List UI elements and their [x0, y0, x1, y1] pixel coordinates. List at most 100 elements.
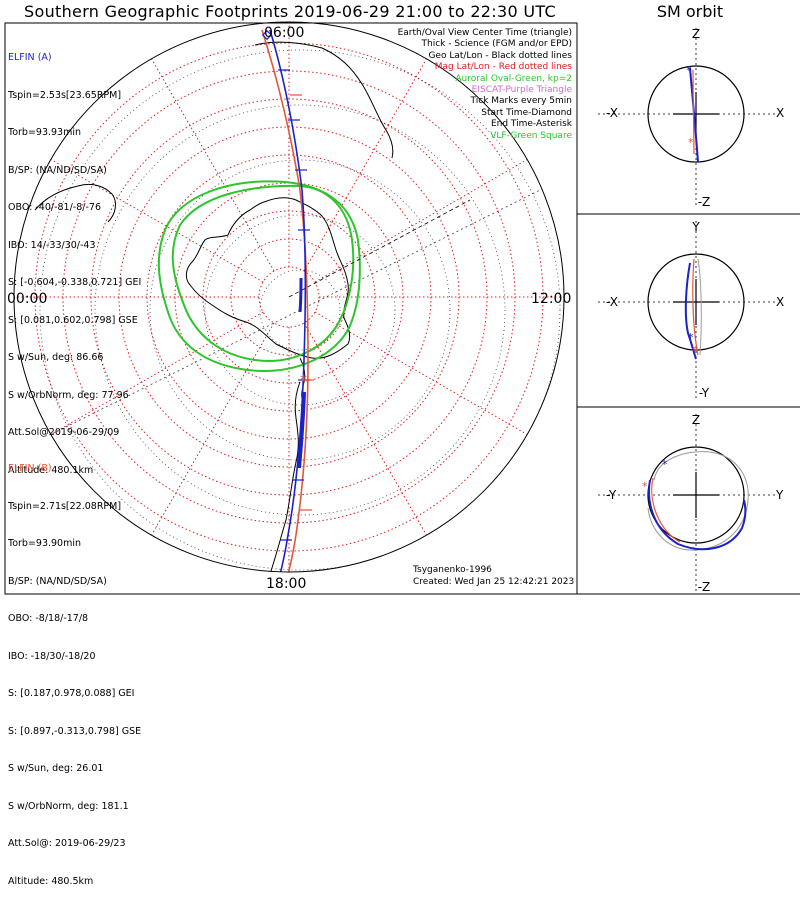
orbit-trace-b	[651, 477, 681, 543]
legend-item: EISCAT-Purple Triangle	[471, 84, 572, 95]
axis-label-bottom: -Y	[699, 386, 710, 400]
orbit-trace-b	[692, 258, 699, 356]
main-map-frame	[4, 22, 578, 595]
geo-lat-circles	[39, 49, 561, 571]
elfin-b-header: ELFIN (B)	[8, 463, 52, 474]
elfin-a-line: Tspin=2.53s[23.65RPM]	[8, 89, 122, 101]
elfin-a-line: Altitude: 480.1km	[8, 464, 94, 476]
trace-tick-marks	[278, 69, 310, 541]
legend-item: VLF-Green Square	[490, 130, 572, 141]
credits: Tsyganenko-1996 Created: Wed Jan 25 12:4…	[413, 564, 574, 588]
elfin-b-info: ELFIN (B) Tspin=2.71s[22.08RPM] Torb=93.…	[8, 438, 141, 901]
elfin-b-end-asterisk: *	[300, 373, 307, 389]
elfin-a-line: Att.Sol@2019-06-29/09	[8, 427, 120, 438]
axis-label-left: -X	[606, 295, 618, 309]
svg-text:*: *	[686, 64, 692, 77]
australia-coast	[34, 183, 116, 223]
elfin-b-line: S: [0.897,-0.313,0.798] GSE	[8, 725, 142, 737]
elfin-b-line: IBO: -18/30/-18/20	[8, 650, 96, 662]
elfin-b-line: Altitude: 480.5km	[8, 875, 94, 887]
sm-orbit-title: SM orbit	[656, 2, 724, 21]
auroral-oval	[157, 180, 361, 372]
orbit-trace-b	[692, 69, 695, 155]
mlt-label-bottom: 18:00	[266, 576, 307, 592]
orbit-trace-grey	[697, 258, 702, 356]
elfin-a-start-diamond	[261, 29, 273, 41]
orbit-panel-xz: * * Z -Z -X X	[578, 22, 800, 214]
axis-label-top: Z	[692, 27, 700, 41]
elfin-a-header: ELFIN (A)	[8, 52, 52, 63]
elfin-b-line: S w/Sun, deg: 26.01	[8, 763, 104, 774]
axis-label-right: X	[776, 295, 784, 309]
elfin-b-line: Torb=93.90min	[8, 538, 82, 549]
legend-item: Geo Lat/Lon - Black dotted lines	[428, 50, 572, 61]
legend-item: Earth/Oval View Center Time (triangle)	[397, 28, 572, 38]
svg-text:*: *	[688, 331, 694, 344]
legend-item: Mag Lat/Lon - Red dotted lines	[434, 62, 572, 73]
elfin-a-info: ELFIN (A) Tspin=2.53s[23.65RPM] Torb=93.…	[8, 27, 141, 490]
axis-label-left: -X	[606, 106, 618, 120]
legend-item: End Time-Asterisk	[490, 119, 572, 130]
earth-circle	[647, 253, 745, 351]
trace-tick-marks-b	[290, 94, 314, 511]
elfin-a-line: S: [-0.604,-0.338,0.721] GEI	[8, 277, 142, 288]
view-direction-line	[288, 199, 471, 298]
legend-item: Tick Marks every 5min	[470, 96, 572, 107]
mag-lon-line	[151, 322, 275, 536]
mlt-label-right: 12:00	[531, 291, 572, 307]
orbit-trace-grey	[647, 451, 749, 551]
elfin-a-line: S: [0.081,0.602,0.798] GSE	[8, 314, 138, 326]
elfin-a-line: S w/OrbNorm, deg: 77.96	[8, 389, 129, 401]
earth-circle	[647, 446, 745, 544]
svg-text:*: *	[692, 345, 698, 358]
elfin-a-science-segment	[297, 391, 306, 469]
africa-coast	[254, 41, 394, 159]
map-legend: Earth/Oval View Center Time (triangle) T…	[398, 28, 572, 142]
elfin-a-line: B/SP: (NA/ND/SD/SA)	[8, 164, 107, 176]
elfin-a-line: Torb=93.93min	[8, 127, 82, 138]
mag-lon-line	[151, 58, 275, 272]
elfin-a-trace	[269, 29, 307, 572]
polar-footprint-map: * *	[4, 21, 800, 595]
mag-lon-line	[314, 311, 528, 435]
orbit-trace-a	[648, 479, 747, 551]
elfin-a-line: IBO: 14/-33/30/-43	[8, 239, 96, 251]
orbit-panel-xy: * * Y -Y -X X	[578, 215, 800, 407]
elfin-a-line: S w/Sun, deg: 86.66	[8, 352, 104, 363]
mag-lon-line	[303, 58, 427, 272]
antarctica-coast	[185, 197, 351, 359]
elfin-b-line: Tspin=2.71s[22.08RPM]	[8, 500, 122, 512]
geo-lon-lines	[29, 174, 564, 446]
axis-label-bottom: -Z	[698, 195, 711, 209]
axis-label-top: Z	[692, 413, 700, 427]
mag-lon-line	[314, 159, 528, 283]
axis-label-bottom: -Z	[698, 580, 711, 594]
svg-text:*: *	[688, 136, 694, 149]
elfin-b-trace	[261, 29, 309, 572]
legend-item: Auroral Oval-Green, kp=2	[455, 73, 572, 84]
south-america-coast	[269, 381, 301, 572]
orbit-panel-yz: * * Z -Z -Y Y	[578, 408, 800, 598]
mag-lon-line	[50, 159, 264, 283]
mag-lon-lines	[14, 22, 564, 572]
axis-label-right: Y	[775, 488, 784, 502]
created-timestamp: Created: Wed Jan 25 12:42:21 2023	[413, 577, 575, 587]
axis-label-right: X	[776, 106, 784, 120]
elfin-a-science-segment-2	[298, 277, 303, 313]
axis-label-left: -Y	[606, 488, 617, 502]
elfin-b-line: OBO: -8/18/-17/8	[8, 613, 89, 624]
mag-lon-line	[50, 311, 264, 435]
axis-label-top: Y	[691, 220, 700, 234]
model-name: Tsyganenko-1996	[413, 565, 492, 575]
map-boundary-circle	[13, 21, 565, 573]
elfin-b-line: B/SP: (NA/ND/SD/SA)	[8, 575, 107, 587]
page-title: Southern Geographic Footprints 2019-06-2…	[24, 2, 556, 21]
elfin-a-line: OBO: -40/-81/-8/-76	[8, 202, 101, 213]
elfin-b-line: Att.Sol@: 2019-06-29/23	[8, 838, 126, 849]
earth-circle	[647, 65, 745, 163]
mag-lon-line	[303, 322, 427, 536]
elfin-b-line: S: [0.187,0.978,0.088] GEI	[8, 688, 135, 699]
elfin-b-line: S w/OrbNorm, deg: 181.1	[8, 800, 129, 812]
legend-item: Thick - Science (FGM and/or EPD)	[421, 39, 572, 50]
mlt-label-top: 06:00	[264, 25, 305, 41]
